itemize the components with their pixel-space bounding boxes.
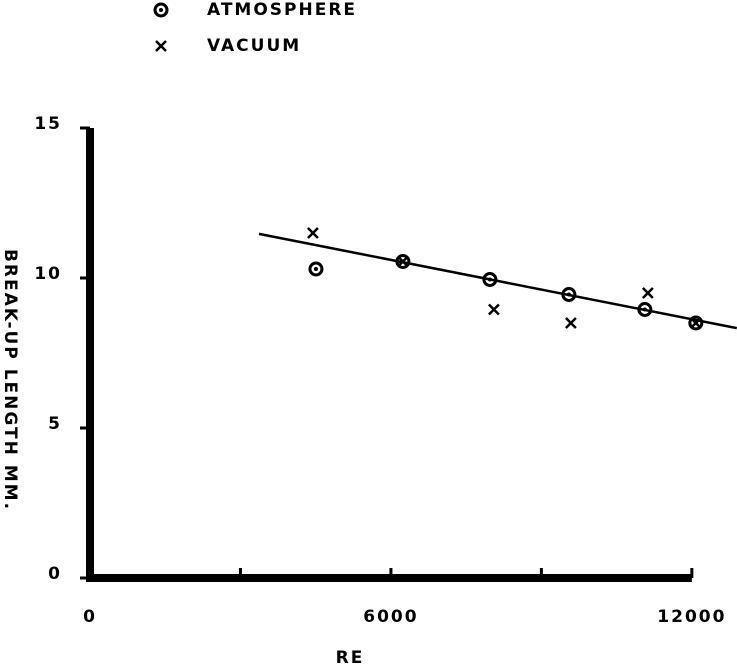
atmosphere-point	[308, 261, 324, 277]
x-tick-label: 6000	[363, 607, 418, 627]
y-tick-label: 10	[34, 264, 62, 284]
atmosphere-point	[153, 2, 169, 18]
y-tick-label: 5	[48, 414, 62, 434]
vacuum-point	[397, 255, 409, 268]
atmosphere-point	[482, 272, 498, 287]
y-axis-title: BREAK-UP LENGTH MM.	[0, 249, 20, 511]
atmosphere-point	[637, 302, 653, 317]
x-axis-title: RE	[336, 648, 365, 667]
x-tick-label: 12000	[657, 607, 726, 627]
legend-label: VACUUM	[207, 36, 301, 56]
vacuum-point	[641, 287, 654, 299]
legend-label: ATMOSPHERE	[207, 0, 357, 20]
atmosphere-point	[561, 287, 577, 302]
x-tick-label: 0	[83, 607, 97, 627]
vacuum-point	[307, 227, 319, 239]
fit-line	[258, 232, 737, 330]
vacuum-point	[565, 317, 577, 329]
vacuum-point	[689, 317, 702, 329]
y-tick-label: 15	[34, 114, 62, 134]
vacuum-point	[488, 303, 500, 316]
vacuum-point	[155, 40, 167, 52]
y-tick-label: 0	[48, 564, 62, 584]
